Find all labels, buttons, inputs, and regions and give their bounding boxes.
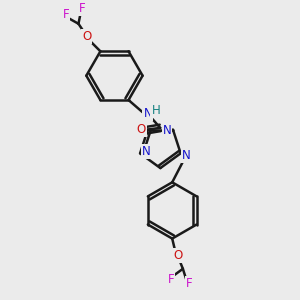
Text: N: N <box>143 107 152 120</box>
Text: F: F <box>79 2 86 15</box>
Text: O: O <box>82 30 92 43</box>
Text: O: O <box>136 124 146 136</box>
Text: H: H <box>152 104 160 118</box>
Text: N: N <box>142 146 151 158</box>
Text: F: F <box>186 278 193 290</box>
Text: F: F <box>63 8 69 21</box>
Text: F: F <box>168 273 174 286</box>
Text: O: O <box>173 249 182 262</box>
Text: N: N <box>163 124 171 137</box>
Text: N: N <box>182 149 190 162</box>
